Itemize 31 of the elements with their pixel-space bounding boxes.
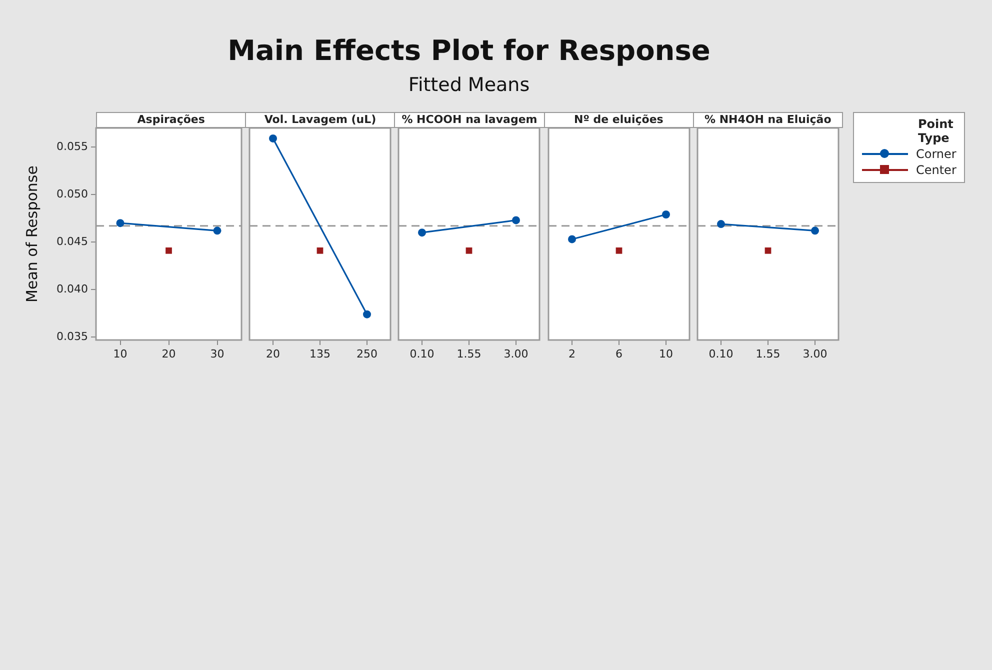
x-axis-title: % NH4OH na Eluição [692, 112, 843, 128]
y-tick-label: 0.055 [56, 140, 88, 153]
x-tick-label: 0.10 [410, 347, 435, 360]
legend-label: Center [916, 163, 956, 177]
x-tick-label: 135 [310, 347, 331, 360]
legend-title: Point Type [916, 117, 954, 145]
x-tick-label: 10 [658, 347, 673, 360]
x-tick-label: 30 [210, 347, 224, 360]
x-tick-label: 10 [113, 347, 128, 360]
x-tick-label: 250 [356, 347, 378, 360]
chart-subtitle: Fitted Means [408, 74, 530, 96]
y-tick-label: 0.040 [56, 282, 88, 296]
x-axis-title: Aspirações [96, 112, 246, 128]
x-axis-title: Vol. Lavagem (uL) [245, 112, 396, 128]
x-tick-label: 3.00 [802, 347, 828, 360]
x-axis-title: Nº de eluições [544, 112, 694, 128]
y-tick-label: 0.045 [56, 234, 88, 248]
x-tick-label: 20 [266, 347, 280, 360]
x-tick-label: 0.10 [708, 347, 734, 360]
legend-label: Corner [916, 147, 956, 161]
chart-title: Main Effects Plot for Response [228, 34, 710, 67]
x-tick-label: 1.55 [457, 347, 482, 360]
y-tick-label: 0.050 [56, 187, 88, 200]
y-axis-title: Mean of Response [22, 166, 41, 302]
x-axis-title: % HCOOH na lavagem [394, 112, 545, 128]
x-tick-label: 1.55 [756, 347, 780, 360]
y-tick-label: 0.035 [56, 330, 88, 344]
x-tick-label: 2 [568, 347, 576, 360]
x-tick-label: 3.00 [504, 347, 529, 360]
x-tick-label: 20 [162, 347, 176, 360]
x-tick-label: 6 [615, 347, 622, 360]
